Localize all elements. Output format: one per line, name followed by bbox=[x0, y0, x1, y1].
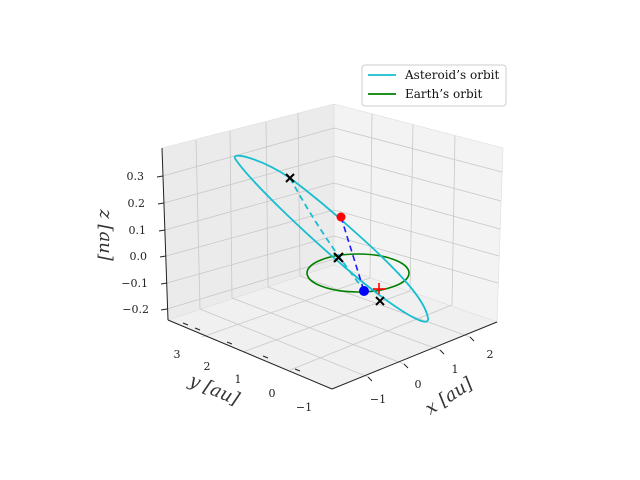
axes-panes bbox=[161, 103, 504, 390]
axis-edges bbox=[161, 147, 498, 390]
reference-plus-marker bbox=[373, 283, 385, 294]
z-tick-label: −0.1 bbox=[121, 277, 148, 290]
asteroid-orbit-hidden-segment bbox=[289, 177, 365, 291]
legend: Asteroid’s orbit Earth’s orbit bbox=[361, 64, 507, 107]
legend-label-asteroid: Asteroid’s orbit bbox=[404, 68, 499, 82]
y-tick-label: 1 bbox=[235, 373, 242, 386]
asteroid-position-marker bbox=[336, 212, 346, 222]
x-tick-label: 2 bbox=[487, 348, 494, 361]
node-marker-lower bbox=[375, 296, 385, 306]
z-axis: 0.3 0.2 0.1 0.0 −0.1 −0.2 z [au] bbox=[95, 170, 168, 316]
earth-orbit bbox=[306, 253, 410, 293]
y-tick-label: 2 bbox=[204, 360, 211, 373]
z-tick-label: 0.1 bbox=[129, 224, 147, 237]
x-axis-label: x [au] bbox=[421, 373, 477, 420]
z-tick-label: 0.2 bbox=[128, 197, 146, 210]
z-axis-label: z [au] bbox=[95, 208, 116, 262]
sun-marker bbox=[333, 252, 344, 263]
y-tick-label: 3 bbox=[174, 348, 181, 361]
y-tick-label: −1 bbox=[296, 401, 312, 414]
z-tick-label: 0.0 bbox=[130, 250, 148, 263]
z-tick-label: 0.3 bbox=[127, 170, 145, 183]
x-tick-label: −1 bbox=[370, 393, 386, 406]
legend-label-earth: Earth’s orbit bbox=[405, 87, 482, 101]
x-tick-label: 1 bbox=[452, 363, 459, 376]
y-tick-label: 0 bbox=[269, 387, 276, 400]
line-of-sight bbox=[340, 216, 365, 292]
legend-box bbox=[361, 64, 507, 107]
x-tick-label: 0 bbox=[415, 378, 422, 391]
grid-lines bbox=[162, 112, 503, 378]
earth-position-marker bbox=[359, 286, 369, 296]
markers bbox=[285, 173, 385, 306]
z-tick-label: −0.2 bbox=[122, 303, 149, 316]
asteroid-orbit bbox=[233, 154, 429, 323]
node-marker-upper bbox=[285, 173, 295, 183]
